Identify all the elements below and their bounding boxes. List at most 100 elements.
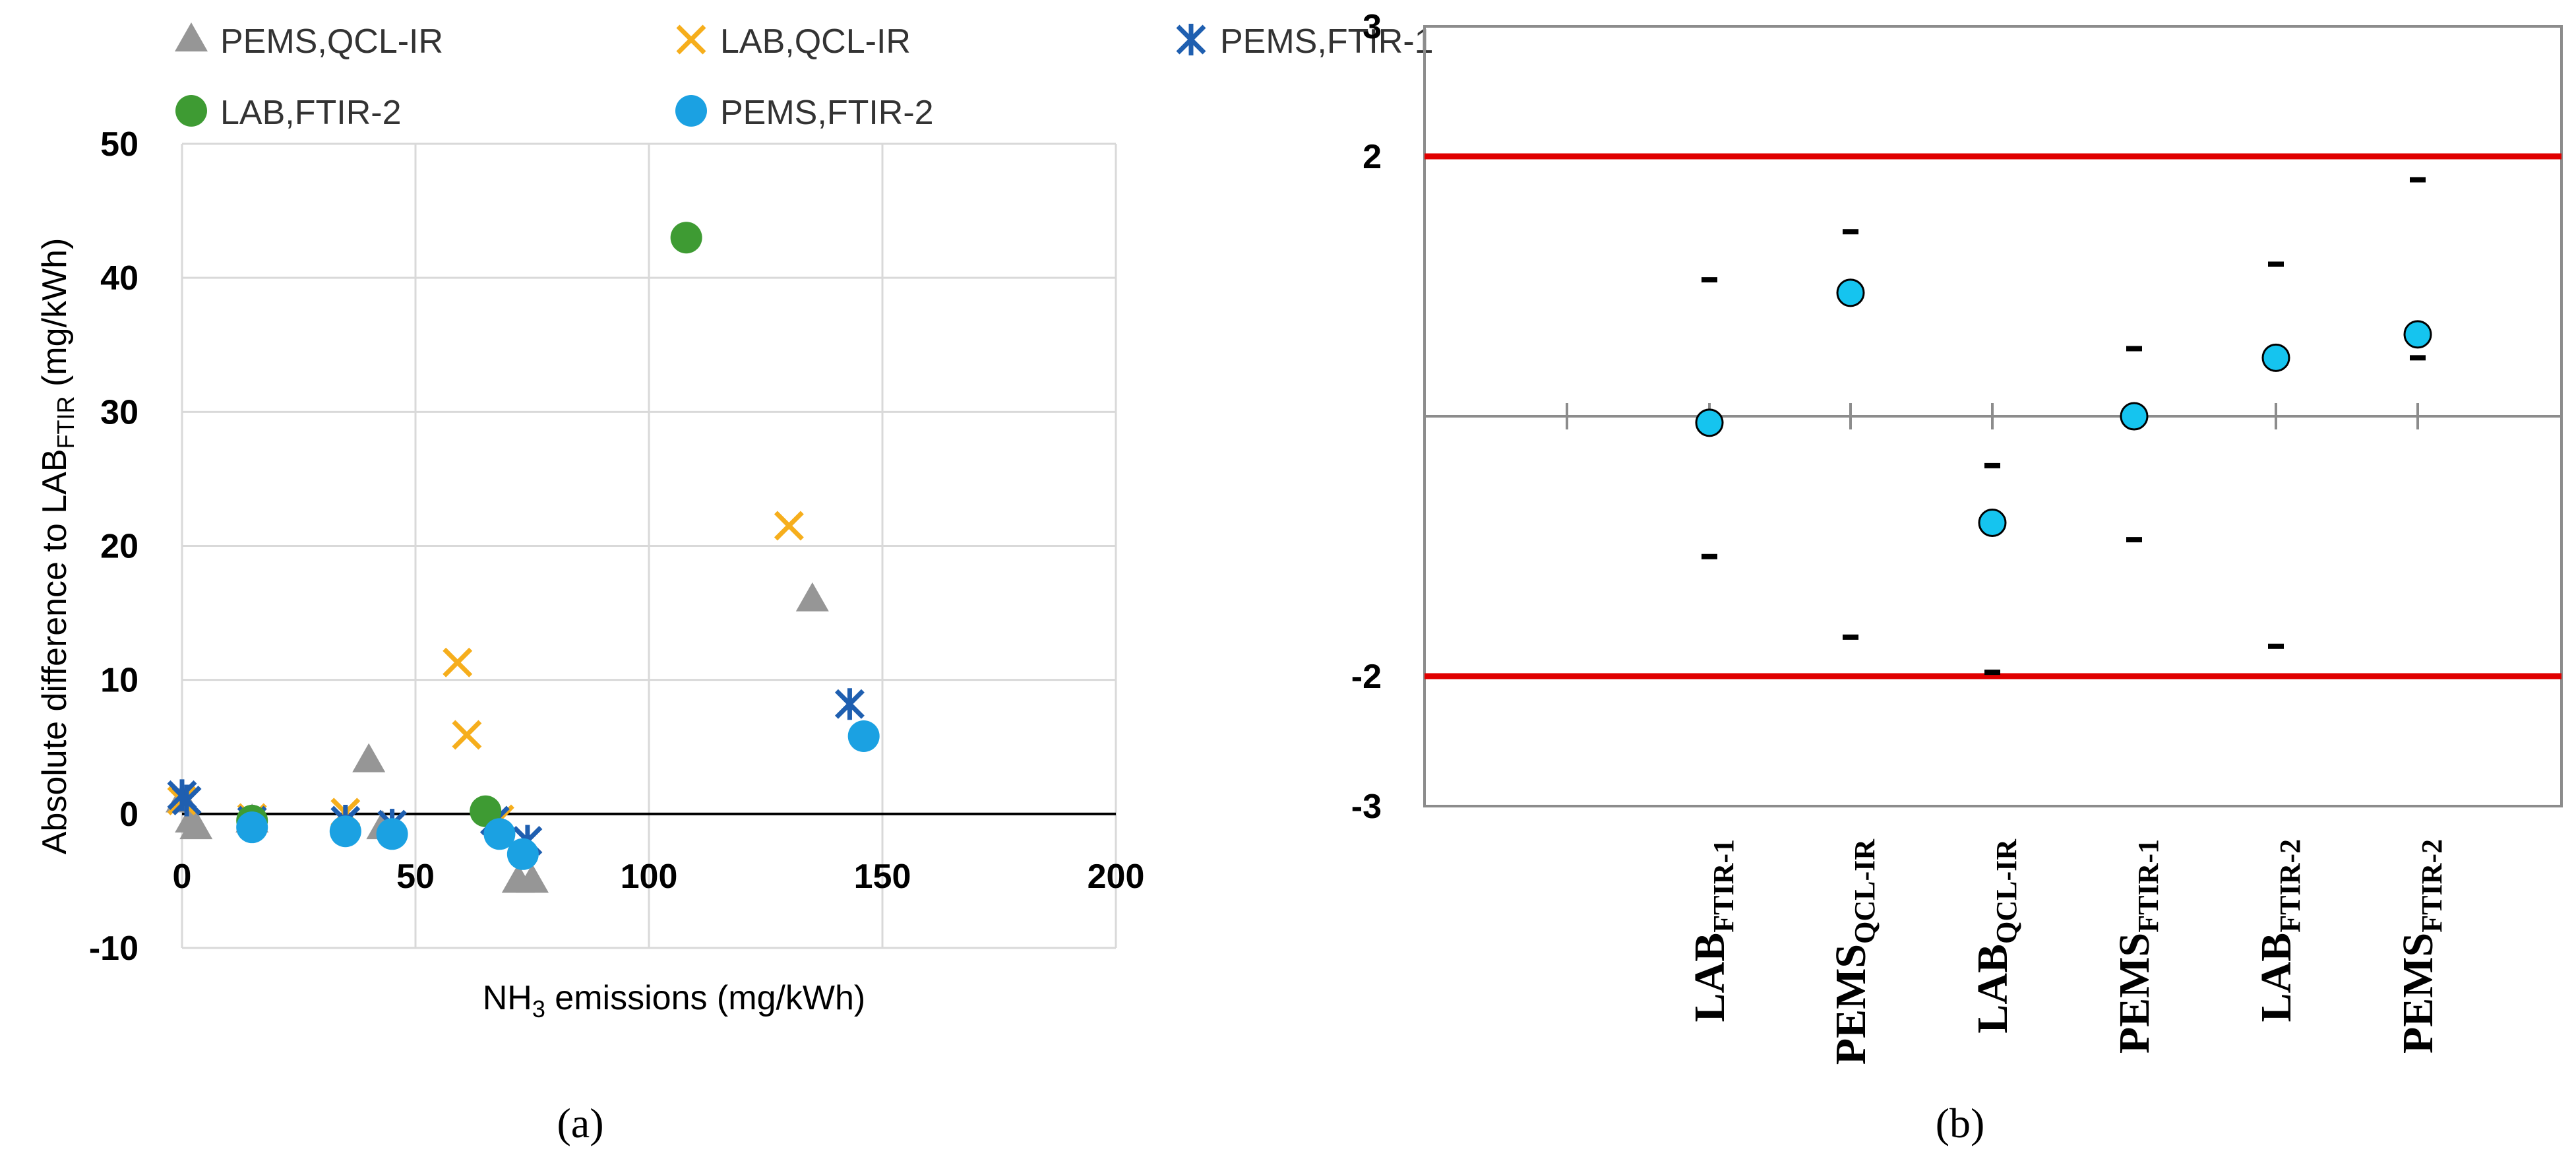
series-lab-ftir-2	[236, 222, 702, 836]
data-point	[670, 222, 702, 254]
category-label-main: LAB	[1686, 933, 1734, 1022]
legend-marker	[1176, 24, 1206, 55]
legend-marker-shape	[676, 24, 706, 55]
data-point-shape	[452, 720, 482, 750]
legend-marker-shape	[175, 95, 207, 127]
z-score-point	[1836, 278, 1865, 307]
category-label-main: PEMS	[1827, 944, 1875, 1065]
y-tick-label: 10	[100, 662, 138, 700]
data-point-shape	[847, 720, 880, 752]
series-lab-qcl-ir	[167, 511, 804, 834]
category-label-sub: FTIR-2	[2274, 839, 2306, 933]
y-tick-label: 50	[100, 125, 138, 164]
x-axis-label-pre: NH	[483, 979, 532, 1017]
data-point	[516, 864, 549, 893]
data-point-shape	[516, 864, 549, 893]
category-label-sub: QCL-IR	[1849, 838, 1881, 944]
legend-label: LAB,FTIR-2	[220, 94, 402, 132]
data-point-shape	[329, 815, 361, 848]
data-point	[470, 795, 502, 827]
y-axis-label-unit: (mg/kWh)	[36, 238, 74, 396]
data-point-shape	[376, 818, 408, 850]
legend-marker	[675, 95, 707, 127]
data-point	[506, 838, 539, 870]
legend-entry: PEMS,FTIR-1	[1176, 22, 1434, 61]
legend-marker-shape	[675, 95, 707, 127]
data-point-shape	[670, 222, 702, 254]
legend-marker	[175, 95, 207, 127]
y-tick-label-b: 2	[1363, 138, 1382, 176]
category-pems-ftir-2	[2403, 177, 2432, 361]
data-point-shape	[483, 818, 516, 850]
panel-label-a: (a)	[557, 1100, 603, 1147]
legend-label: LAB,QCL-IR	[720, 22, 911, 61]
data-point	[329, 815, 361, 848]
category-label-sub: FTIR-1	[2132, 839, 2164, 933]
category-pems-ftir-1	[2120, 346, 2149, 543]
z-score-point	[1695, 408, 1724, 437]
y-tick-label: 40	[100, 259, 138, 298]
data-point	[834, 688, 865, 720]
data-point-shape	[179, 810, 213, 840]
category-label-sub: QCL-IR	[1990, 838, 2023, 944]
data-point-shape	[352, 743, 386, 772]
category-label: LABFTIR-1	[1686, 839, 1740, 1022]
category-label-sub: FTIR-1	[1707, 839, 1740, 933]
z-score-point	[2403, 320, 2432, 349]
z-score-point	[2261, 343, 2290, 372]
category-lab-qcl-ir	[1978, 462, 2007, 676]
category-label-main: PEMS	[2110, 933, 2159, 1053]
data-point-shape	[236, 811, 268, 844]
y-tick-label-b: 3	[1363, 8, 1382, 46]
category-label: PEMSFTIR-2	[2394, 839, 2448, 1053]
legend-marker	[676, 24, 706, 55]
data-point-shape	[443, 647, 473, 677]
data-point-shape	[506, 838, 539, 870]
legend-label: PEMS,QCL-IR	[220, 22, 443, 61]
category-label: PEMSQCL-IR	[1827, 838, 1881, 1065]
data-point	[179, 810, 213, 840]
category-label-main: PEMS	[2394, 933, 2442, 1053]
z-score-point	[2120, 402, 2149, 431]
legend-marker-shape	[175, 22, 208, 51]
legend-marker	[175, 22, 208, 51]
x-tick-label: 200	[1088, 858, 1145, 896]
legend-label: PEMS,FTIR-1	[1220, 22, 1434, 61]
category-pems-qcl-ir	[1836, 229, 1865, 640]
data-point	[483, 818, 516, 850]
category-label: LABFTIR-2	[2252, 839, 2306, 1022]
category-lab-ftir-1	[1695, 277, 1724, 559]
data-point-shape	[834, 688, 865, 720]
x-axis-label-post: emissions (mg/kWh)	[545, 979, 865, 1017]
data-point	[795, 582, 829, 612]
legend-entry: PEMS,QCL-IR	[175, 22, 443, 61]
data-point	[847, 720, 880, 752]
y-tick-label: 0	[119, 796, 138, 834]
data-point-shape	[171, 784, 202, 817]
category-label-main: LAB	[1969, 944, 2017, 1034]
legend-entry: LAB,FTIR-2	[175, 94, 402, 132]
data-point	[376, 818, 408, 850]
x-axis-label: NH3 emissions (mg/kWh)	[483, 979, 866, 1022]
data-point	[774, 511, 804, 541]
category-label-main: LAB	[2252, 933, 2300, 1022]
y-tick-label: 30	[100, 393, 138, 431]
y-tick-label: -10	[89, 929, 138, 968]
data-point-shape	[470, 795, 502, 827]
legend-marker-shape	[1176, 24, 1206, 55]
legend-entry: PEMS,FTIR-2	[675, 94, 934, 132]
y-tick-label-b: -3	[1351, 788, 1382, 826]
category-label-sub: FTIR-2	[2416, 839, 2448, 933]
category-lab-ftir-2	[2261, 261, 2290, 649]
legend-entry: LAB,QCL-IR	[676, 22, 911, 61]
x-tick-label: 100	[621, 858, 678, 896]
data-point-shape	[795, 582, 829, 612]
y-axis-label-main: Absolute difference to LAB	[36, 449, 74, 854]
data-point	[171, 784, 202, 817]
panel-label-b: (b)	[1936, 1100, 1985, 1147]
x-tick-label: 150	[854, 858, 911, 896]
x-axis-label-sub: 3	[532, 995, 545, 1022]
category-label: PEMSFTIR-1	[2110, 839, 2164, 1053]
y-axis-label: Absolute difference to LABFTIR (mg/kWh)	[36, 238, 79, 855]
